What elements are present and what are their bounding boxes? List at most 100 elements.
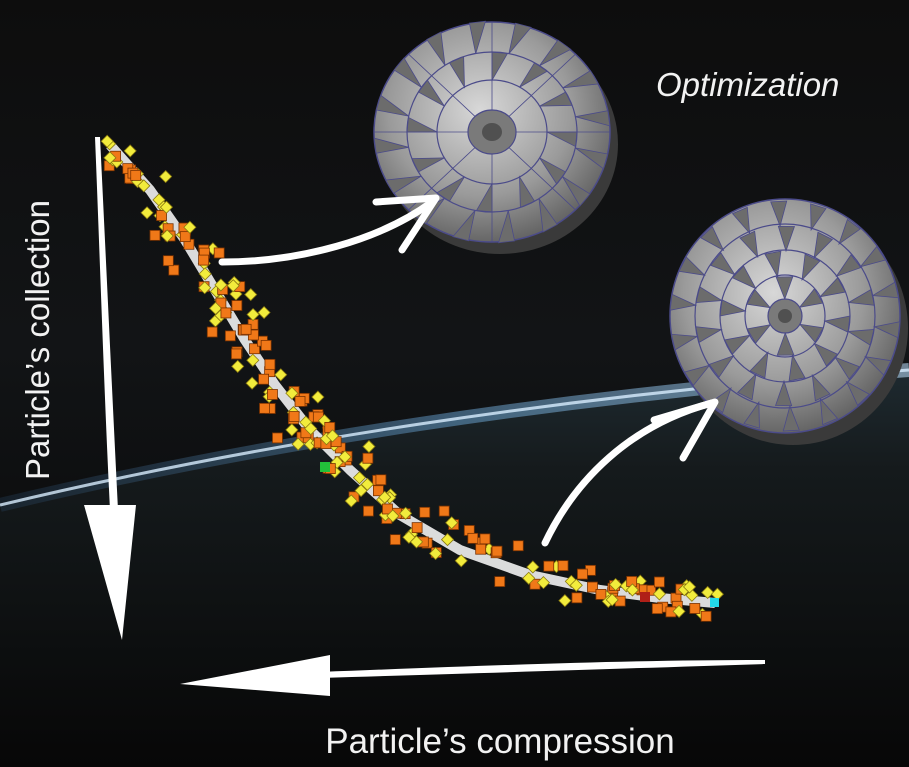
vane bbox=[774, 379, 793, 407]
particle-marker bbox=[491, 545, 503, 557]
vane bbox=[813, 231, 834, 260]
particle-marker bbox=[100, 134, 114, 148]
vane bbox=[393, 57, 422, 88]
particle-marker bbox=[260, 339, 272, 351]
vane bbox=[777, 225, 796, 253]
vane bbox=[859, 245, 887, 268]
vane bbox=[723, 334, 752, 355]
vane bbox=[743, 400, 760, 429]
particle-marker bbox=[325, 429, 340, 443]
particle-marker bbox=[198, 267, 212, 281]
particle-marker bbox=[689, 603, 701, 614]
particle-marker bbox=[576, 568, 588, 580]
particle-marker bbox=[389, 534, 401, 546]
particle-marker bbox=[231, 359, 245, 373]
particle-marker bbox=[258, 373, 269, 385]
vane bbox=[736, 372, 757, 401]
particle-marker bbox=[130, 169, 142, 181]
vane bbox=[375, 94, 409, 117]
vane bbox=[426, 31, 446, 66]
particle-marker bbox=[640, 592, 650, 602]
particle-marker bbox=[160, 229, 174, 243]
particle-marker bbox=[411, 522, 423, 534]
particle-marker bbox=[700, 610, 712, 622]
vane bbox=[834, 356, 861, 380]
particle-marker bbox=[140, 206, 154, 220]
particle-marker bbox=[214, 278, 228, 292]
vane bbox=[731, 265, 757, 290]
particle-marker bbox=[338, 450, 352, 464]
particle-marker bbox=[475, 543, 487, 555]
vane bbox=[871, 281, 900, 299]
particle-marker bbox=[386, 509, 400, 523]
particle-marker bbox=[362, 452, 374, 464]
particle-marker bbox=[378, 490, 392, 504]
particle-marker bbox=[595, 589, 607, 600]
particle-marker bbox=[587, 581, 598, 593]
particle-marker bbox=[224, 330, 236, 342]
pointer-arrow-to-structure-b bbox=[541, 398, 719, 547]
particle-marker bbox=[467, 532, 479, 544]
vane bbox=[818, 277, 847, 298]
particle-marker bbox=[226, 279, 240, 293]
vane bbox=[788, 354, 806, 382]
particle-marker bbox=[320, 462, 330, 472]
particle-marker bbox=[382, 503, 393, 515]
collection-axis-label: Particle’s collection bbox=[19, 199, 56, 481]
particle-marker bbox=[373, 485, 384, 497]
particle-marker bbox=[231, 300, 243, 311]
vane bbox=[798, 288, 824, 308]
vane bbox=[810, 203, 827, 232]
vane bbox=[835, 254, 862, 278]
particle-marker bbox=[137, 179, 151, 193]
particle-marker bbox=[363, 505, 374, 517]
particle-marker bbox=[294, 396, 306, 407]
particle-marker bbox=[558, 594, 572, 608]
particle-marker bbox=[244, 288, 258, 302]
particle-marker bbox=[285, 386, 299, 400]
vane bbox=[670, 333, 699, 351]
particle-marker bbox=[123, 144, 137, 158]
particle-marker bbox=[399, 506, 413, 520]
vane bbox=[539, 39, 572, 67]
particle-marker bbox=[183, 220, 197, 234]
particle-marker bbox=[672, 604, 686, 618]
particle-marker bbox=[246, 353, 260, 367]
particle-marker bbox=[249, 343, 260, 355]
particle-marker bbox=[445, 516, 459, 530]
vane bbox=[373, 137, 409, 154]
vane bbox=[669, 293, 697, 311]
particle-marker bbox=[701, 585, 715, 600]
vane bbox=[452, 210, 476, 242]
particle-marker bbox=[168, 264, 180, 276]
particle-marker bbox=[494, 576, 506, 587]
particle-marker bbox=[454, 554, 468, 568]
vane bbox=[776, 331, 795, 356]
particle-marker bbox=[246, 307, 260, 322]
vane bbox=[538, 198, 558, 233]
particle-marker bbox=[179, 231, 191, 243]
particle-marker bbox=[652, 587, 666, 601]
particle-marker bbox=[536, 576, 551, 590]
vane bbox=[801, 253, 821, 281]
particle-marker bbox=[267, 389, 278, 400]
vane bbox=[384, 175, 422, 194]
vane bbox=[813, 342, 839, 367]
particle-marker bbox=[288, 411, 300, 422]
particle-marker bbox=[245, 376, 259, 390]
particle-marker bbox=[609, 577, 623, 592]
particle-marker bbox=[543, 560, 555, 572]
vane bbox=[468, 20, 487, 54]
particle-marker bbox=[240, 323, 252, 335]
vane bbox=[683, 364, 711, 387]
particle-marker bbox=[272, 432, 283, 444]
collection-arrow bbox=[84, 137, 136, 640]
particle-marker bbox=[522, 571, 536, 585]
vane bbox=[873, 321, 901, 339]
particle-marker bbox=[162, 255, 174, 267]
particle-marker bbox=[375, 474, 387, 486]
vane bbox=[575, 110, 611, 127]
particle-marker bbox=[360, 477, 374, 491]
vane bbox=[749, 351, 769, 379]
